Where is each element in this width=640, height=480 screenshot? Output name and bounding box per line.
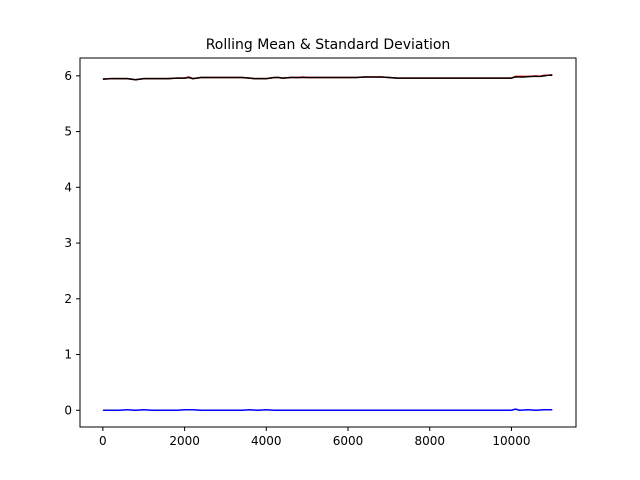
series-line-1 [102, 74, 553, 81]
y-tick-label: 1 [64, 348, 72, 362]
x-tick-label: 8000 [414, 434, 445, 448]
x-axis: 0 2000 4000 6000 8000 10000 [99, 427, 531, 448]
y-tick-label: 5 [64, 125, 72, 139]
x-tick-label: 10000 [492, 434, 530, 448]
x-tick-label: 4000 [251, 434, 282, 448]
plot-frame [79, 57, 577, 428]
x-tick-label: 6000 [333, 434, 364, 448]
y-tick-label: 4 [64, 180, 72, 194]
y-tick-label: 6 [64, 69, 72, 83]
series-line-2 [102, 408, 553, 412]
x-tick-label: 0 [99, 434, 107, 448]
y-tick-label: 3 [64, 236, 72, 250]
x-tick-label: 2000 [169, 434, 200, 448]
y-tick-label: 0 [64, 403, 72, 417]
y-axis: 0 1 2 3 4 5 6 [64, 69, 80, 417]
chart-title: Rolling Mean & Standard Deviation [206, 37, 451, 53]
y-tick-label: 2 [64, 292, 72, 306]
series-layer [102, 73, 553, 412]
